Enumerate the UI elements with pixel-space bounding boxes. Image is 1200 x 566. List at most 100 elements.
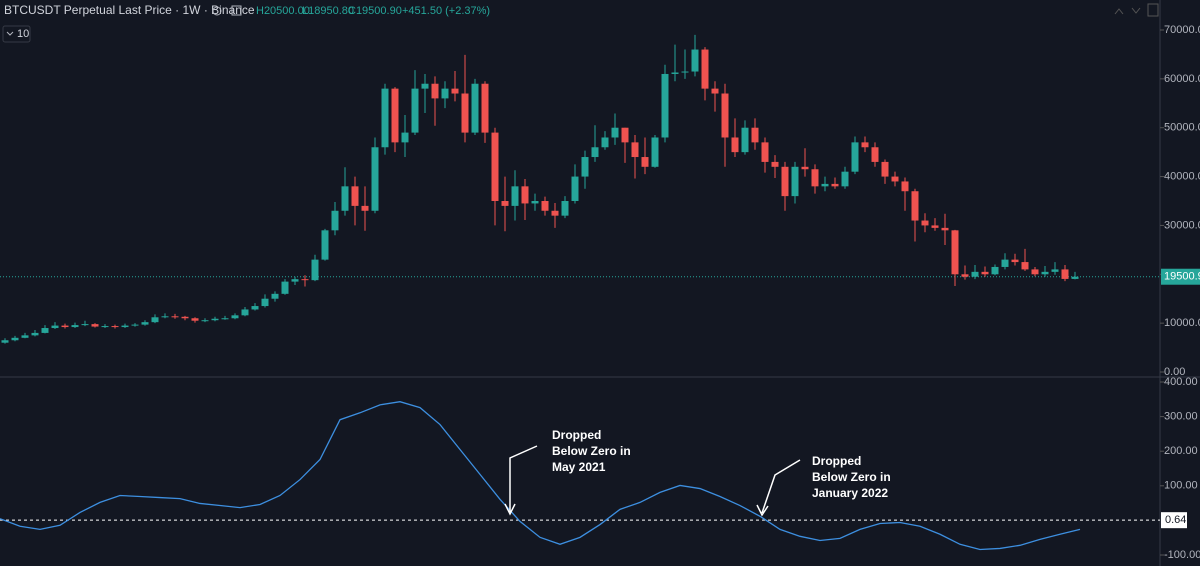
- last-price-badge: [1161, 268, 1200, 285]
- candle-body: [891, 176, 899, 182]
- candle-body: [861, 142, 869, 148]
- settings-icon[interactable]: [231, 5, 242, 16]
- candle-body: [341, 186, 349, 211]
- candle-body: [921, 220, 929, 226]
- candle-body: [591, 147, 599, 158]
- candle-body: [81, 324, 89, 326]
- y-tick-label: 0.00: [1164, 366, 1185, 378]
- candle-body: [631, 142, 639, 158]
- candle-body: [441, 88, 449, 99]
- candle-body: [21, 335, 29, 338]
- candle-body: [991, 266, 999, 275]
- candle-body: [1041, 271, 1049, 275]
- indicator-length: 10: [17, 28, 29, 40]
- candle-body: [151, 317, 159, 323]
- annotation-text: Below Zero in: [812, 470, 891, 484]
- candle-body: [431, 83, 439, 99]
- oscillator-line: [0, 401, 1081, 551]
- candle-body: [71, 325, 79, 328]
- candle-body: [691, 49, 699, 72]
- candle-body: [871, 147, 879, 162]
- indicator-toggle[interactable]: [2, 25, 31, 43]
- candle-body: [141, 322, 149, 325]
- candle-body: [791, 166, 799, 197]
- candle-body: [251, 306, 259, 310]
- y-tick-label: 70000.00: [1164, 24, 1200, 36]
- candle-body: [411, 88, 419, 133]
- candle-body: [781, 166, 789, 197]
- candle-body: [101, 326, 109, 328]
- candle-body: [381, 88, 389, 148]
- candle-body: [351, 186, 359, 206]
- pane-controls[interactable]: [1114, 7, 1141, 15]
- candle-body: [181, 316, 189, 319]
- candle-body: [1011, 259, 1019, 263]
- candle-body: [741, 127, 749, 153]
- candle-body: [401, 132, 409, 143]
- candle-body: [41, 328, 49, 333]
- candle-body: [641, 157, 649, 167]
- candle-body: [531, 201, 539, 204]
- candle-body: [981, 271, 989, 275]
- candle-body: [771, 161, 779, 167]
- candle-body: [481, 83, 489, 133]
- candle-body: [501, 201, 509, 206]
- candle-body: [561, 201, 569, 216]
- candle-body: [221, 318, 229, 320]
- candle-body: [391, 88, 399, 143]
- eye-icon[interactable]: [212, 6, 222, 16]
- candle-body: [121, 325, 129, 328]
- chevron-icon: [6, 31, 14, 36]
- candle-body: [821, 183, 829, 187]
- candle-body: [271, 293, 279, 299]
- candle-body: [131, 324, 139, 326]
- candle-body: [491, 132, 499, 201]
- y-tick-label: 50000.00: [1164, 122, 1200, 134]
- y-tick-label: 40000.00: [1164, 170, 1200, 182]
- candle-body: [161, 316, 169, 318]
- candle-body: [1001, 259, 1009, 267]
- candle-body: [1021, 262, 1029, 270]
- candle-body: [881, 161, 889, 177]
- candle-body: [701, 49, 709, 89]
- chart-title: BTCUSDT Perpetual Last Price · 1W · Bina…: [4, 3, 255, 17]
- candle-body: [241, 309, 249, 316]
- candle-body: [211, 318, 219, 321]
- candle-body: [661, 73, 669, 138]
- y-tick-label: 200.00: [1164, 445, 1198, 457]
- candle-body: [721, 93, 729, 138]
- candle-body: [301, 279, 309, 281]
- candle-body: [171, 316, 179, 318]
- candle-body: [961, 274, 969, 277]
- candle-body: [31, 332, 39, 336]
- candle-body: [201, 320, 209, 322]
- candle-body: [231, 315, 239, 319]
- candle-body: [11, 337, 19, 341]
- candle-body: [711, 88, 719, 94]
- pane-maximize[interactable]: [1147, 3, 1159, 17]
- candle-body: [571, 176, 579, 201]
- candle-body: [621, 127, 629, 143]
- y-tick-label: 100.00: [1164, 480, 1198, 492]
- candle-body: [931, 225, 939, 228]
- candle-body: [901, 181, 909, 192]
- legend-change: +451.50 (+2.37%): [402, 5, 490, 17]
- candle-body: [511, 186, 519, 206]
- candle-body: [61, 325, 69, 328]
- candle-body: [651, 137, 659, 167]
- candle-body: [951, 230, 959, 275]
- candle-body: [1031, 269, 1039, 275]
- candle-body: [911, 191, 919, 221]
- candle-body: [371, 147, 379, 211]
- candle-body: [851, 142, 859, 172]
- y-tick-label: 60000.00: [1164, 73, 1200, 85]
- candle-body: [941, 227, 949, 231]
- candle-body: [261, 298, 269, 307]
- candle-body: [811, 169, 819, 187]
- candle-body: [361, 205, 369, 211]
- candle-body: [611, 127, 619, 138]
- annotation-text: Dropped: [812, 454, 861, 468]
- legend-close: C19500.90: [348, 5, 402, 17]
